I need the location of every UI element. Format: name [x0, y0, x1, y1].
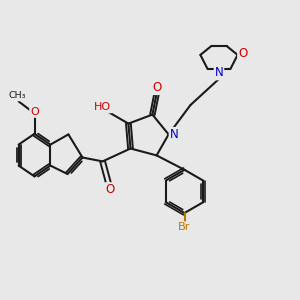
Text: N: N	[169, 128, 178, 141]
Text: O: O	[238, 47, 247, 60]
Text: Br: Br	[178, 222, 191, 233]
Text: N: N	[214, 66, 224, 80]
Text: HO: HO	[94, 102, 111, 112]
Text: O: O	[106, 183, 115, 196]
Text: O: O	[152, 81, 161, 94]
Text: O: O	[30, 107, 39, 117]
Text: CH₃: CH₃	[8, 92, 26, 100]
